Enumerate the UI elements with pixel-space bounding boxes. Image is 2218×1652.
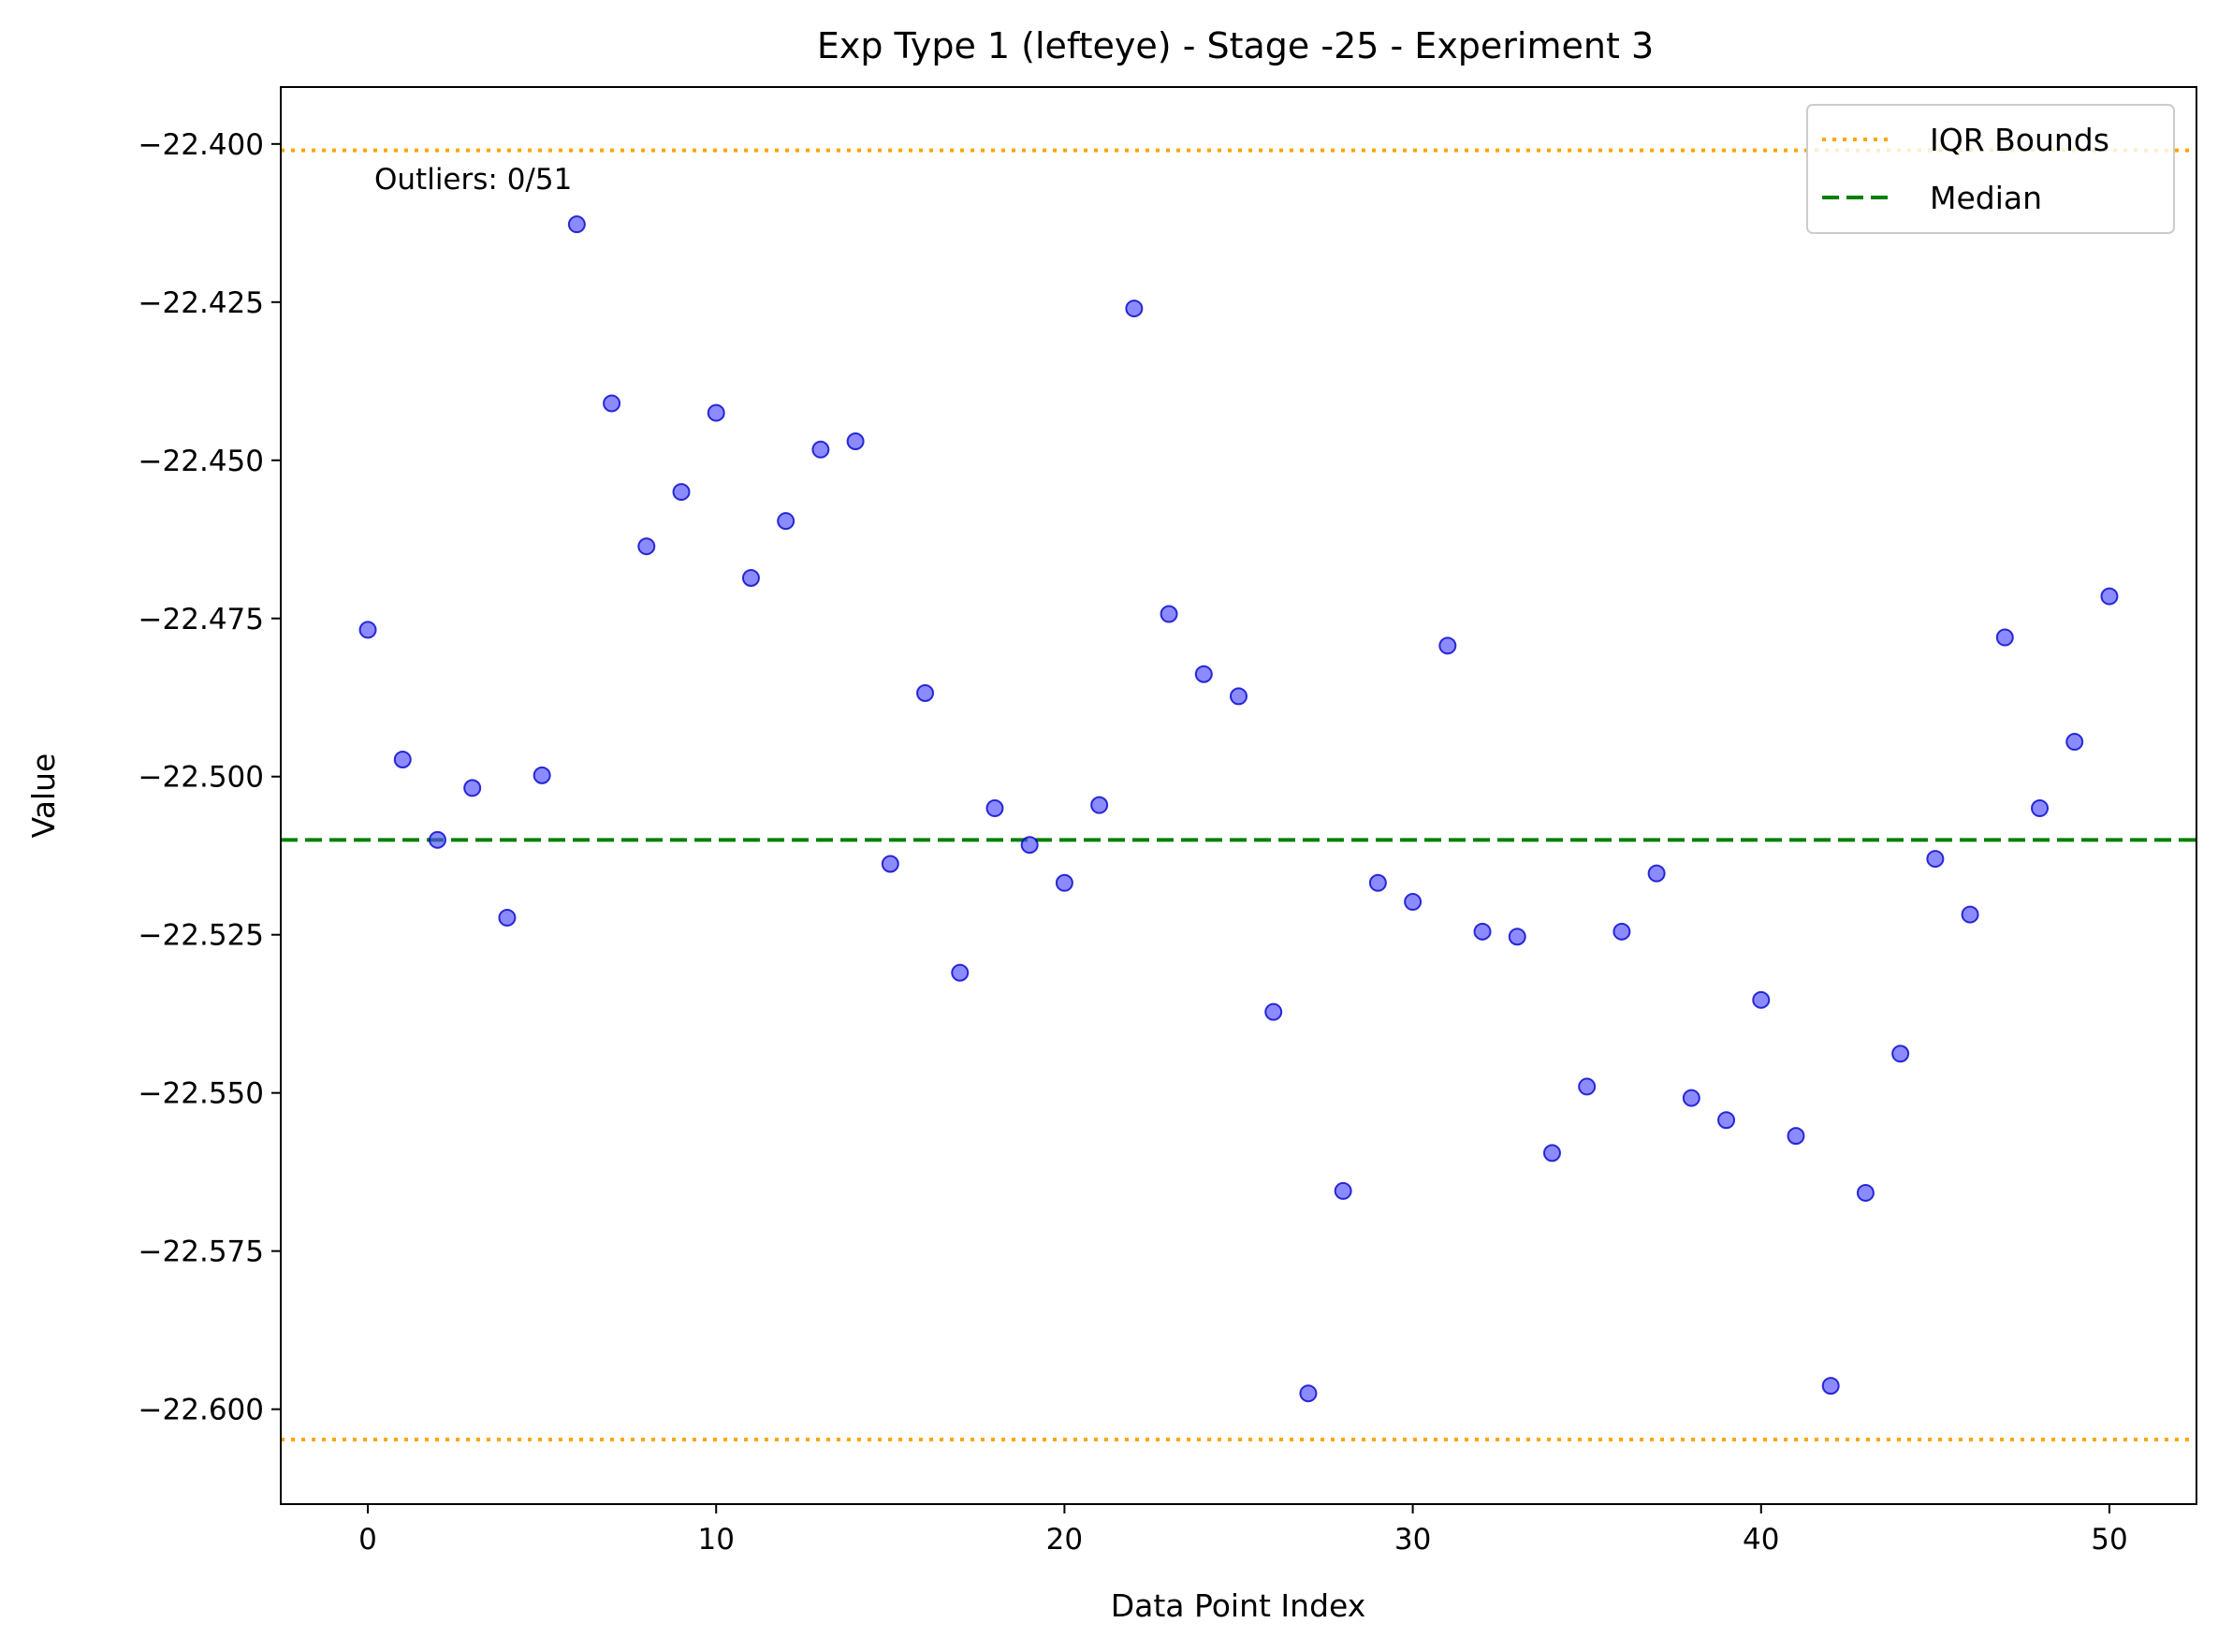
data-point-4 <box>498 908 517 927</box>
data-point-42 <box>1821 1377 1840 1396</box>
data-point-14 <box>846 432 865 450</box>
data-point-40 <box>1752 990 1771 1009</box>
data-point-0 <box>358 621 377 639</box>
legend-iqr-label: IQR Bounds <box>1930 122 2109 158</box>
data-point-1 <box>393 750 412 768</box>
y-tick-label-5: −22.525 <box>139 919 264 953</box>
data-point-37 <box>1647 864 1666 883</box>
x-tick-label-3: 30 <box>1394 1523 1431 1557</box>
data-point-5 <box>533 766 551 784</box>
data-point-50 <box>2100 587 2119 606</box>
y-tick-label-3: −22.475 <box>139 603 264 636</box>
data-point-3 <box>463 779 482 797</box>
data-point-17 <box>951 963 970 982</box>
data-point-47 <box>1995 628 2014 647</box>
data-point-24 <box>1194 665 1213 683</box>
axes-frame <box>280 86 2197 1505</box>
data-point-18 <box>985 799 1004 818</box>
y-axis-label: Value <box>25 753 62 839</box>
data-point-26 <box>1264 1002 1283 1021</box>
data-point-12 <box>777 512 795 531</box>
data-point-31 <box>1438 636 1457 655</box>
data-point-32 <box>1473 922 1492 941</box>
legend-median-label: Median <box>1930 180 2042 216</box>
data-point-13 <box>811 440 830 459</box>
data-point-27 <box>1299 1384 1318 1403</box>
data-point-25 <box>1230 687 1248 706</box>
y-tick-label-8: −22.600 <box>139 1394 264 1427</box>
legend-box <box>1806 104 2175 234</box>
data-point-21 <box>1090 796 1109 814</box>
data-point-34 <box>1542 1144 1561 1162</box>
data-point-7 <box>603 394 621 413</box>
data-point-48 <box>2031 799 2050 818</box>
legend: IQR Bounds Median <box>1806 104 2175 234</box>
x-tick-label-1: 10 <box>698 1523 735 1557</box>
data-points <box>358 215 2119 1403</box>
data-point-22 <box>1125 300 1144 318</box>
data-point-10 <box>707 403 725 422</box>
x-tick-label-5: 50 <box>2091 1523 2127 1557</box>
data-point-33 <box>1508 928 1526 946</box>
data-point-8 <box>637 537 656 556</box>
data-point-45 <box>1926 850 1945 869</box>
x-axis-label: Data Point Index <box>1111 1587 1366 1624</box>
data-point-29 <box>1368 873 1387 892</box>
data-point-30 <box>1404 893 1423 912</box>
y-tick-label-6: −22.550 <box>139 1077 264 1111</box>
x-tick-label-0: 0 <box>358 1523 377 1557</box>
data-point-38 <box>1682 1089 1700 1107</box>
data-point-43 <box>1856 1183 1875 1202</box>
data-point-19 <box>1020 836 1039 855</box>
data-point-49 <box>2065 733 2084 752</box>
data-point-41 <box>1787 1127 1805 1146</box>
y-tick-label-1: −22.425 <box>139 286 264 320</box>
data-point-11 <box>741 568 760 587</box>
data-point-46 <box>1961 905 1979 924</box>
data-point-16 <box>916 684 935 703</box>
outliers-annotation: Outliers: 0/51 <box>374 163 572 197</box>
data-point-36 <box>1612 922 1631 941</box>
data-point-44 <box>1891 1045 1910 1063</box>
data-point-6 <box>567 215 586 234</box>
y-tick-label-7: −22.575 <box>139 1235 264 1269</box>
y-tick-label-2: −22.450 <box>139 445 264 478</box>
data-point-20 <box>1055 873 1073 892</box>
x-axis-ticks: 0 10 20 30 40 50 <box>358 1504 2128 1557</box>
data-point-2 <box>428 830 446 849</box>
y-tick-label-4: −22.500 <box>139 761 264 795</box>
y-axis-ticks: −22.400 −22.425 −22.450 −22.475 −22.500 −22.5… <box>139 128 281 1427</box>
data-point-15 <box>881 855 899 873</box>
data-point-35 <box>1578 1077 1597 1096</box>
y-tick-label-0: −22.400 <box>139 128 264 162</box>
data-point-23 <box>1160 605 1178 623</box>
x-tick-label-2: 20 <box>1046 1523 1083 1557</box>
data-point-39 <box>1717 1111 1736 1130</box>
data-point-9 <box>672 483 691 502</box>
chart-title: Exp Type 1 (lefteye) - Stage -25 - Exper… <box>817 25 1654 66</box>
x-tick-label-4: 40 <box>1743 1523 1779 1557</box>
data-point-28 <box>1334 1181 1352 1200</box>
